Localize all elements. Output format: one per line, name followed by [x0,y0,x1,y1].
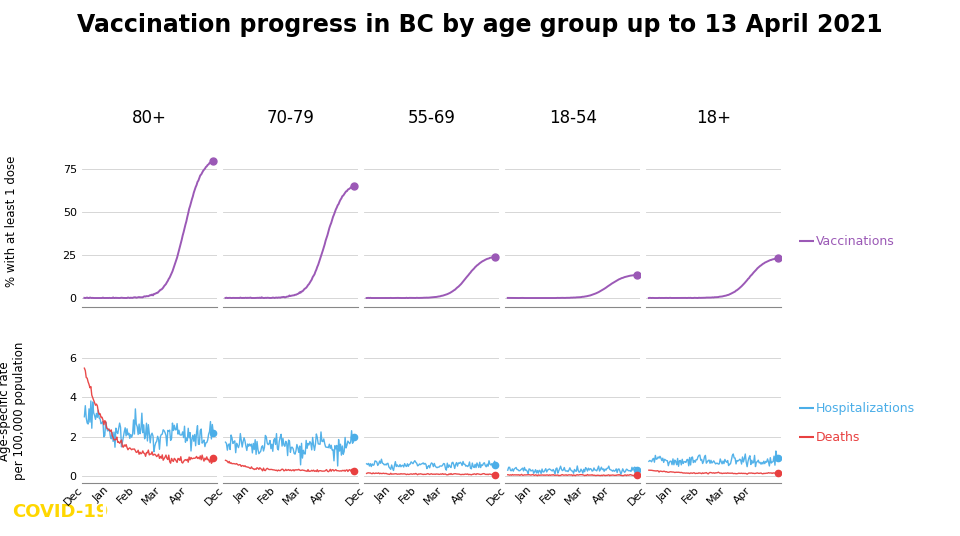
Text: Vaccinations: Vaccinations [816,235,895,248]
Text: 55-69: 55-69 [408,109,455,127]
Text: 80+: 80+ [132,109,167,127]
Text: Hospitalizations: Hospitalizations [816,401,915,415]
Text: 70-79: 70-79 [267,109,314,127]
Text: 12: 12 [918,505,939,520]
Text: 18-54: 18-54 [548,109,596,127]
Text: Age-specific rate
per 100,000 population: Age-specific rate per 100,000 population [0,342,26,480]
Text: COVID-19: COVID-19 [12,503,108,522]
Text: Deaths: Deaths [816,430,860,444]
Text: Vaccination progress in BC by age group up to 13 April 2021: Vaccination progress in BC by age group … [77,13,883,38]
Text: 18+: 18+ [696,109,732,127]
Text: IN BC: IN BC [95,503,156,522]
Text: % with at least 1 dose: % with at least 1 dose [5,155,18,287]
